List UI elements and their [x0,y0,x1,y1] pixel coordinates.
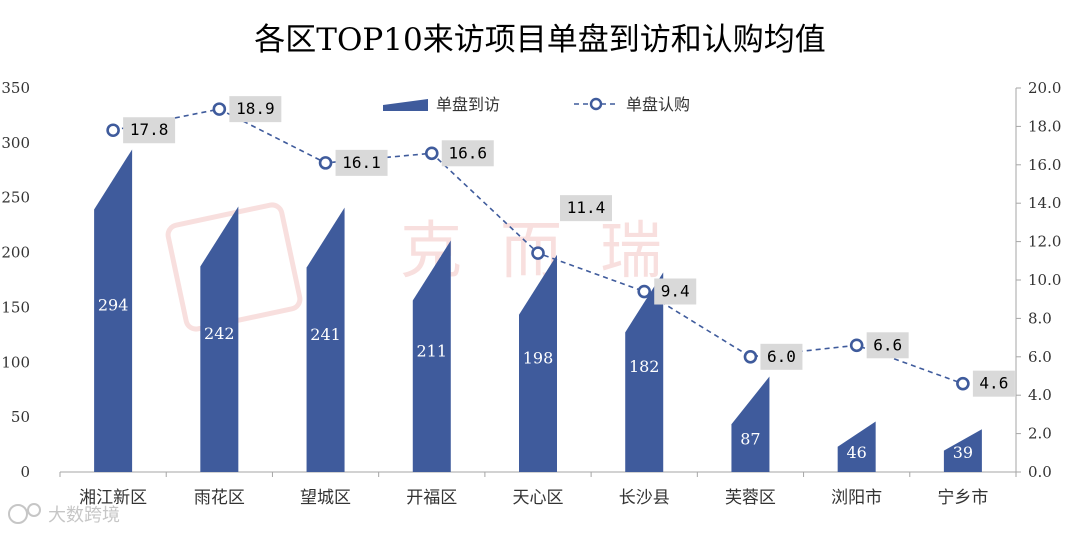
bar [306,207,345,473]
category-label: 芙蓉区 [725,488,776,508]
line-marker [531,246,545,260]
bar [837,421,876,472]
y-right-tick-label: 2.0 [1028,425,1052,443]
y-right-tick-label: 20.0 [1028,79,1061,97]
bar-value-label: 241 [310,325,341,344]
source-watermark-text: 大数跨境 [48,505,120,526]
line-label-box [335,149,388,176]
bar-value-label: 182 [629,357,660,376]
y-left-tick-label: 100 [1,353,30,371]
line-value-label: 4.6 [979,374,1008,393]
y-right-tick-label: 12.0 [1028,233,1061,251]
y-left-tick-label: 150 [1,298,30,316]
legend-bar-label: 单盘到访 [436,95,500,114]
y-right-tick-label: 8.0 [1028,309,1052,327]
category-label: 湘江新区 [79,488,147,508]
line-value-label: 6.6 [873,335,902,354]
category-label: 宁乡市 [937,488,988,508]
source-logo-icon-small [27,503,41,517]
line-marker [318,156,333,170]
bar-value-label: 87 [740,429,760,448]
line-value-label: 9.4 [661,282,690,301]
y-left-tick-label: 350 [1,79,30,97]
line-label-box [654,278,697,305]
source-logo-icon [8,504,28,524]
y-left-tick-label: 0 [20,463,30,481]
y-left-tick-label: 250 [1,189,30,207]
bar [412,240,451,472]
category-label: 天心区 [513,488,564,508]
line-value-label: 11.4 [567,198,606,217]
legend-line-label: 单盘认购 [626,95,690,114]
line-marker [956,376,970,391]
line-marker [212,102,227,116]
y-right-tick-label: 6.0 [1028,348,1052,366]
category-label: 开福区 [406,488,457,508]
line-label-box [972,370,1015,397]
line-label-box [123,117,176,144]
source-watermark: 大数跨境 [8,503,120,526]
bar-value-label: 46 [846,443,866,462]
y-right-tick-label: 18.0 [1028,117,1061,135]
line-label-box [560,195,612,222]
chart-title: 各区TOP10来访项目单盘到访和认购均值 [254,22,825,58]
y-right-tick-label: 0.0 [1028,463,1052,481]
category-label: 望城区 [300,488,351,508]
bar-value-label: 211 [417,341,448,360]
bar-value-label: 294 [98,296,129,315]
y-left-tick-label: 300 [1,134,30,152]
watermark-stamp [165,202,303,332]
line-label-box [229,96,282,123]
y-left-tick-label: 50 [11,408,30,426]
legend-line-marker [589,97,603,111]
y-right-tick-label: 16.0 [1028,156,1061,174]
category-label: 浏阳市 [831,488,882,508]
line-label-box [760,343,803,370]
line-marker [849,338,864,353]
line-marker [637,284,652,299]
y-right-tick-label: 4.0 [1028,386,1052,404]
bar [200,206,239,472]
bar-value-label: 242 [204,324,235,343]
line-value-label: 16.6 [449,143,488,162]
bar-value-label: 39 [953,443,973,462]
bar [94,149,133,472]
category-label: 长沙县 [619,488,670,508]
line-marker [106,123,120,138]
line-marker [424,146,439,161]
y-right-tick-label: 14.0 [1028,194,1061,212]
y-right-tick-label: 10.0 [1028,271,1061,289]
line-value-label: 17.8 [130,120,169,139]
bar [519,254,557,472]
line-value-label: 6.0 [767,347,796,366]
line-value-label: 16.1 [342,153,381,172]
line-marker [743,349,758,364]
bar [943,429,982,472]
y-left-tick-label: 200 [1,244,30,262]
category-label: 雨花区 [194,488,245,508]
legend-bar-swatch [383,99,428,111]
line-value-label: 18.9 [236,99,275,118]
line-label-box [441,140,494,167]
bar [731,376,770,472]
bar [625,272,664,472]
bar-value-label: 198 [523,348,554,367]
line-label-box [866,332,909,359]
